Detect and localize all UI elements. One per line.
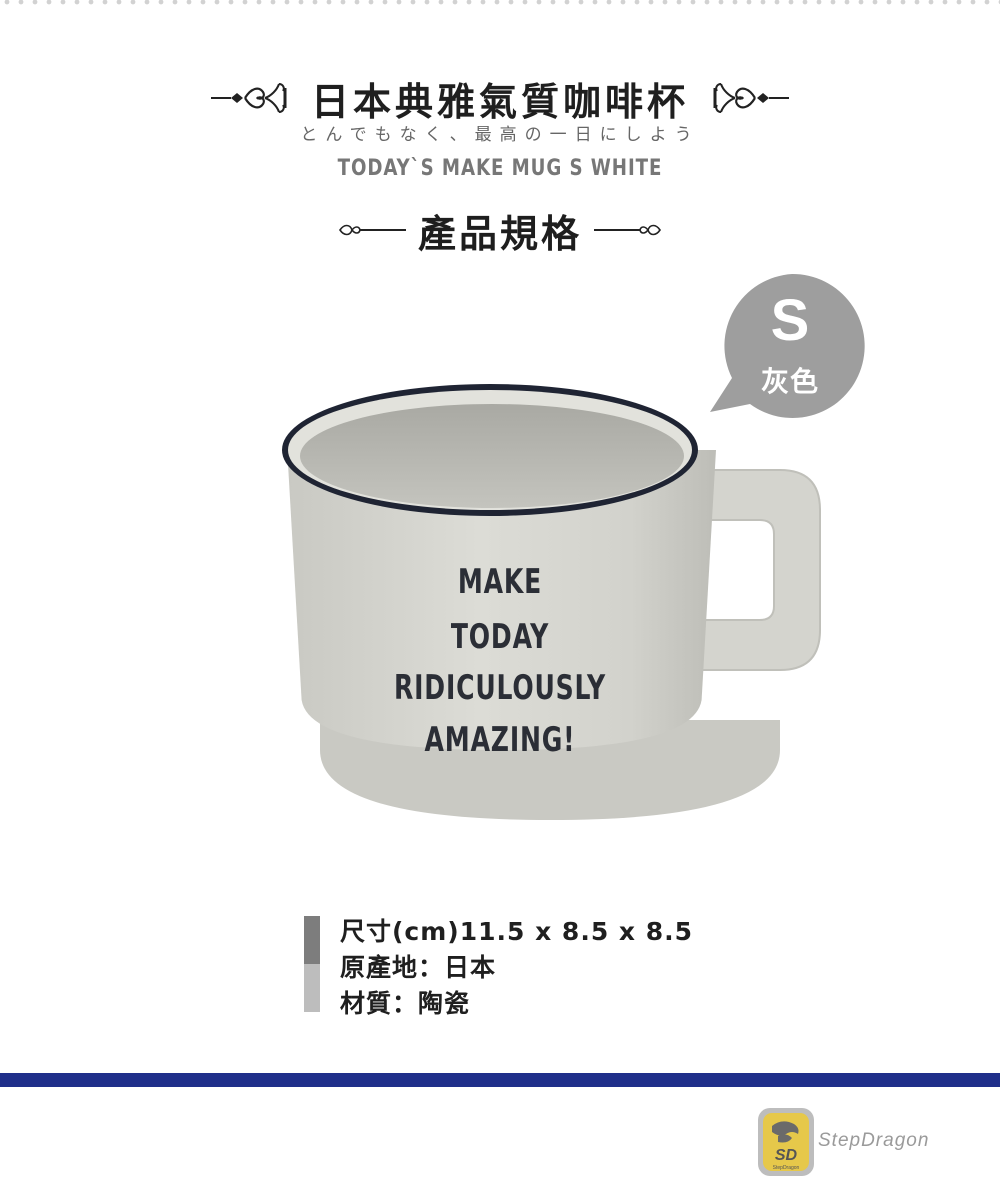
title-row: 日本典雅氣質咖啡杯	[0, 70, 1000, 126]
mug-image	[282, 384, 821, 820]
left-flourish-icon	[339, 224, 406, 236]
logo-small-text: StepDragon	[773, 1165, 800, 1171]
mug-print-line: AMAZING!	[424, 720, 576, 760]
spec-origin: 原產地：日本	[340, 953, 497, 982]
top-dotted-border	[0, 0, 1000, 8]
footer-band	[0, 1073, 1000, 1087]
spec-dimensions: 尺寸(cm)11.5 x 8.5 x 8.5	[340, 917, 694, 946]
spec-material: 材質：陶瓷	[340, 989, 471, 1018]
specs-block: 尺寸(cm)11.5 x 8.5 x 8.5 原產地：日本 材質：陶瓷	[304, 912, 804, 1018]
page-title: 日本典雅氣質咖啡杯	[310, 79, 689, 124]
color-label: 灰色	[760, 365, 819, 398]
size-badge-bubble	[710, 273, 865, 418]
brand-name: StepDragon	[818, 1130, 930, 1151]
spec-bar-dark	[304, 916, 320, 964]
logo-letters: SD	[775, 1147, 798, 1164]
section-header: 產品規格	[0, 204, 1000, 256]
size-label: S	[770, 288, 810, 353]
mug-print-line: TODAY	[450, 617, 550, 657]
section-title: 產品規格	[417, 211, 582, 256]
mug-print-line: MAKE	[457, 562, 543, 602]
stepdragon-logo-icon: SD StepDragon	[758, 1108, 814, 1176]
right-flourish-icon	[594, 224, 661, 236]
mug-print-line: RIDICULOUSLY	[394, 668, 606, 708]
left-ornament-icon	[210, 83, 287, 113]
right-ornament-icon	[713, 83, 789, 113]
japanese-subtitle: とんでもなく、最高の一日にしよう	[300, 125, 700, 145]
english-subtitle: TODAY`S MAKE MUG S WHITE	[337, 156, 663, 181]
spec-bar-light	[304, 964, 320, 1012]
